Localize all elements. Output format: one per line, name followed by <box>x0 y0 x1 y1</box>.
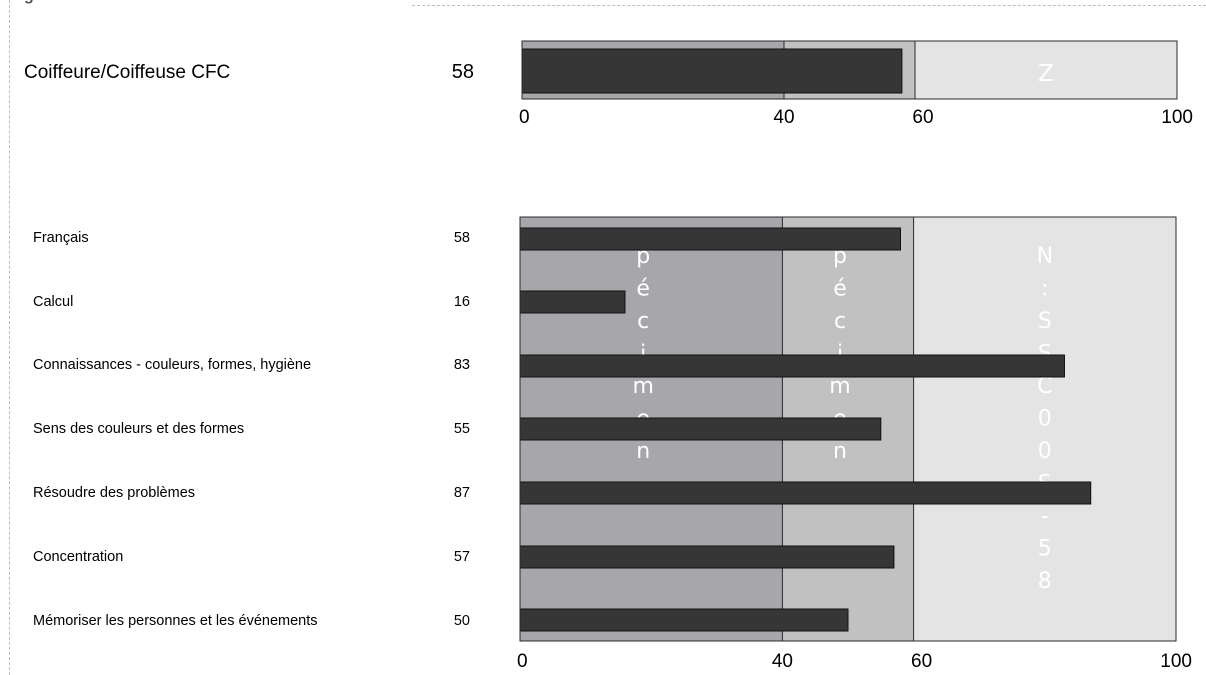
watermark-text: N <box>1037 244 1053 269</box>
watermark-text: Z <box>1038 61 1054 87</box>
x-tick-label: 60 <box>912 107 933 128</box>
watermark-text: 0 <box>1038 407 1052 432</box>
watermark-text: i <box>837 342 843 367</box>
watermark-text: 8 <box>1038 569 1052 594</box>
subscore-label: Calcul <box>33 294 74 310</box>
zone-band <box>913 217 1176 641</box>
subscore-value: 87 <box>453 485 470 501</box>
watermark-text: é <box>636 277 650 302</box>
score-bar <box>519 481 1092 505</box>
subscore-value: 50 <box>453 613 470 629</box>
subscore-value: 58 <box>453 230 470 246</box>
subscore-label: Connaissances - couleurs, formes, hygièn… <box>33 357 312 373</box>
watermark-text: n <box>833 439 847 464</box>
left-dashed-rule <box>9 0 10 675</box>
score-bar <box>519 290 626 314</box>
score-bar <box>519 227 901 251</box>
subscore-value: 57 <box>453 549 470 565</box>
top-dashed-rule <box>412 5 1206 6</box>
subscore-label: Mémoriser les personnes et les événement… <box>33 613 318 629</box>
x-tick-label: 100 <box>1161 107 1193 128</box>
x-tick-label: 40 <box>773 107 794 128</box>
subscore-label: Sens des couleurs et des formes <box>33 421 245 437</box>
main-score-label: Coiffeure/Coiffeuse CFC <box>24 62 231 83</box>
watermark-text: m <box>632 374 653 399</box>
watermark-text: - <box>1041 504 1049 529</box>
watermark-text: S <box>1038 309 1052 334</box>
watermark-text: c <box>637 309 649 334</box>
x-tick-label: 0 <box>517 651 528 672</box>
watermark-text: i <box>640 342 646 367</box>
x-tick-label: 60 <box>911 651 932 672</box>
score-bar <box>521 48 903 94</box>
x-tick-label: 0 <box>519 107 530 128</box>
x-tick-label: 40 <box>772 651 793 672</box>
clipped-heading-fragment: g <box>24 0 34 5</box>
score-bar <box>519 608 849 632</box>
x-tick-label: 100 <box>1160 651 1192 672</box>
subscore-label: Concentration <box>33 549 124 565</box>
subscore-value: 83 <box>453 357 470 373</box>
watermark-text: : <box>1041 277 1048 302</box>
watermark-text: 5 <box>1038 537 1052 562</box>
score-bar <box>519 417 882 441</box>
watermark-text: c <box>834 309 846 334</box>
main-score-value: 58 <box>451 61 474 83</box>
watermark-text: n <box>636 439 650 464</box>
subscore-label: Français <box>33 230 89 246</box>
subscore-label: Résoudre des problèmes <box>33 485 196 501</box>
zone-band <box>915 41 1177 99</box>
subscore-value: 55 <box>453 421 470 437</box>
watermark-text: m <box>829 374 850 399</box>
watermark-text: é <box>833 277 847 302</box>
score-bar <box>519 545 895 569</box>
chart-frame <box>521 40 1178 100</box>
subscore-value: 16 <box>453 294 470 310</box>
chart-frame <box>519 216 1177 642</box>
watermark-text: C <box>1037 374 1052 399</box>
watermark-text: 0 <box>1038 439 1052 464</box>
score-bar <box>519 354 1065 378</box>
